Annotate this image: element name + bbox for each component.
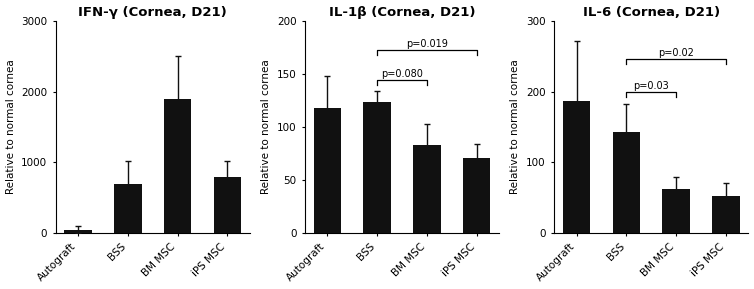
Title: IL-1β (Cornea, D21): IL-1β (Cornea, D21)	[329, 5, 475, 18]
Y-axis label: Relative to normal cornea: Relative to normal cornea	[261, 60, 271, 194]
Bar	[314, 108, 341, 233]
Bar	[612, 132, 640, 233]
Text: p=0.02: p=0.02	[658, 48, 694, 58]
Bar	[164, 99, 192, 233]
Text: p=0.080: p=0.080	[381, 69, 423, 79]
Bar	[114, 184, 142, 233]
Title: IL-6 (Cornea, D21): IL-6 (Cornea, D21)	[583, 5, 720, 18]
Bar	[713, 196, 740, 233]
Bar	[64, 229, 92, 233]
Bar	[463, 158, 490, 233]
Bar	[214, 177, 241, 233]
Bar	[663, 189, 690, 233]
Bar	[562, 101, 590, 233]
Text: p=0.019: p=0.019	[406, 39, 448, 49]
Y-axis label: Relative to normal cornea: Relative to normal cornea	[5, 60, 16, 194]
Y-axis label: Relative to normal cornea: Relative to normal cornea	[510, 60, 520, 194]
Bar	[413, 145, 440, 233]
Bar	[363, 102, 391, 233]
Text: p=0.03: p=0.03	[633, 81, 669, 91]
Title: IFN-γ (Cornea, D21): IFN-γ (Cornea, D21)	[78, 5, 227, 18]
